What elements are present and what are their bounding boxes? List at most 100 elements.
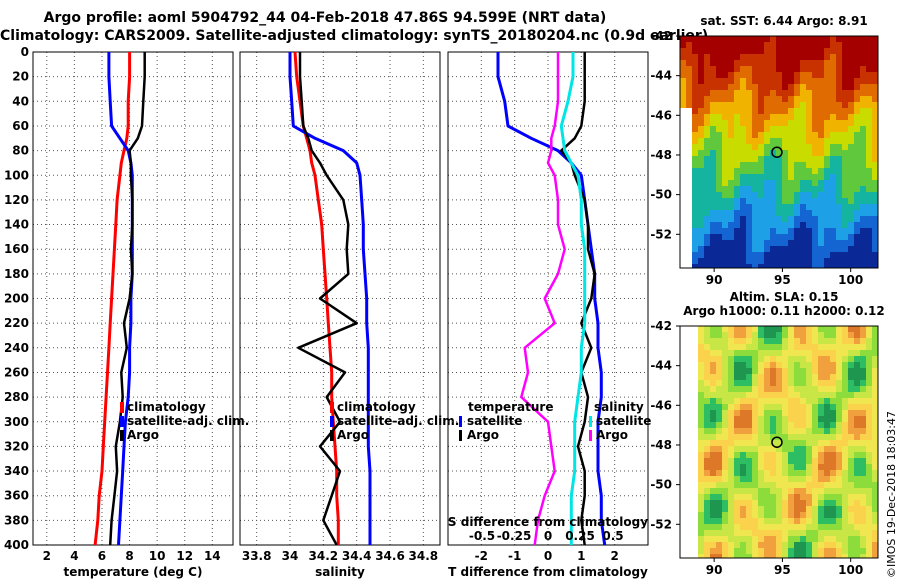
map-cell (848, 542, 854, 548)
map-cell (836, 434, 842, 440)
map-cell (740, 374, 746, 380)
map-cell (758, 66, 764, 72)
map-cell (734, 380, 740, 386)
map-cell (686, 162, 692, 168)
map-cell (842, 126, 848, 132)
map-cell (812, 554, 818, 558)
map-cell (800, 204, 806, 210)
map-cell (860, 452, 866, 458)
map-cell (800, 494, 806, 500)
map-cell (836, 326, 842, 332)
map-cell (758, 234, 764, 240)
map-cell (698, 548, 704, 554)
map-cell (716, 542, 722, 548)
map-cell (824, 440, 830, 446)
map-cell (752, 60, 758, 66)
map-cell (704, 440, 710, 446)
map-cell (794, 132, 800, 138)
map-cell (842, 326, 848, 332)
map-cell (710, 246, 716, 252)
map-cell (872, 380, 878, 386)
map-cell (800, 84, 806, 90)
map-cell (716, 102, 722, 108)
map-cell (770, 332, 776, 338)
map-cell (866, 60, 872, 66)
map-cell (722, 476, 728, 482)
map-cell (728, 138, 734, 144)
map-cell (716, 458, 722, 464)
map-cell (836, 536, 842, 542)
map-cell (686, 78, 692, 84)
map-cell (740, 554, 746, 558)
map-cell (770, 204, 776, 210)
map-cell (686, 530, 692, 536)
map-cell (830, 428, 836, 434)
y-tick-label: 220 (4, 316, 29, 330)
map-cell (692, 506, 698, 512)
map-cell (812, 332, 818, 338)
map-cell (794, 506, 800, 512)
map-cell (824, 234, 830, 240)
map-cell (764, 356, 770, 362)
map-cell (734, 174, 740, 180)
map-lon-label: 95 (774, 273, 791, 287)
map-cell (752, 344, 758, 350)
map-cell (854, 368, 860, 374)
map-cell (752, 416, 758, 422)
map-cell (692, 216, 698, 222)
map-cell (740, 156, 746, 162)
map-cell (842, 54, 848, 60)
map-lon-label: 100 (838, 563, 863, 577)
map-cell (716, 410, 722, 416)
map-cell (728, 102, 734, 108)
map-cell (692, 264, 698, 268)
map-cell (776, 192, 782, 198)
map-cell (716, 512, 722, 518)
map-cell (680, 144, 686, 150)
map-cell (728, 542, 734, 548)
map-cell (770, 512, 776, 518)
map-cell (686, 150, 692, 156)
map-cell (794, 512, 800, 518)
map-cell (830, 332, 836, 338)
map-cell (698, 126, 704, 132)
legend-swatch (459, 416, 462, 427)
map-cell (842, 108, 848, 114)
map-cell (824, 452, 830, 458)
map-cell (704, 386, 710, 392)
map-cell (806, 464, 812, 470)
map-cell (842, 222, 848, 228)
map-cell (848, 332, 854, 338)
map-cell (764, 180, 770, 186)
y-tick-label: 140 (4, 218, 29, 232)
map-cell (722, 240, 728, 246)
map-cell (806, 36, 812, 42)
map-cell (872, 458, 878, 464)
map-cell (824, 258, 830, 264)
map-cell (830, 338, 836, 344)
map-cell (770, 264, 776, 268)
map-cell (704, 332, 710, 338)
map-cell (728, 386, 734, 392)
map-cell (728, 488, 734, 494)
map-cell (710, 96, 716, 102)
map-cell (842, 488, 848, 494)
map-cell (800, 168, 806, 174)
map-cell (800, 120, 806, 126)
map-cell (824, 512, 830, 518)
map-cell (848, 470, 854, 476)
map-cell (752, 392, 758, 398)
map-cell (866, 422, 872, 428)
map-cell (698, 482, 704, 488)
map-cell (800, 392, 806, 398)
map-cell (746, 204, 752, 210)
map-cell (758, 434, 764, 440)
map-cell (710, 228, 716, 234)
map-cell (818, 72, 824, 78)
map-cell (800, 90, 806, 96)
map-cell (752, 150, 758, 156)
map-cell (680, 512, 686, 518)
map-cell (740, 78, 746, 84)
map-cell (848, 452, 854, 458)
map-cell (866, 66, 872, 72)
